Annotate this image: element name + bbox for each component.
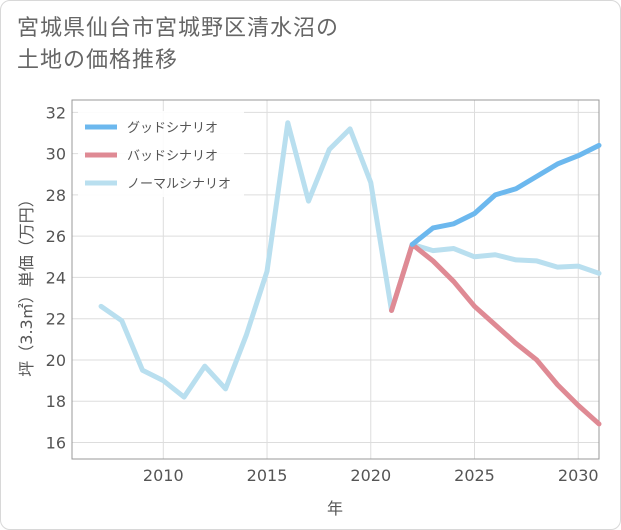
chart-title-line-1: 宮城県仙台市宮城野区清水沼の [17,16,340,41]
x-tick-label: 2020 [350,466,391,485]
x-tick-label: 2015 [247,466,288,485]
chart-title: 宮城県仙台市宮城野区清水沼の 土地の価格推移 [17,13,577,77]
legend-label-bad: バッドシナリオ [127,149,218,164]
y-tick-label: 20 [46,351,66,370]
series-line-bad [389,241,602,427]
legend-label-good: グッドシナリオ [127,121,218,136]
y-tick-label: 30 [46,145,66,164]
y-tick-label: 16 [46,433,66,452]
series-line-normal [98,120,602,400]
y-tick-label: 28 [46,186,66,205]
legend: グッドシナリオ バッドシナリオ ノーマルシナリオ [78,111,244,197]
legend-label-normal: ノーマルシナリオ [127,177,231,192]
x-axis-title: 年 [327,499,343,518]
tick-label-layer: 16 18 20 22 24 26 28 30 32 2010 2015 2020 2025 2030 [46,103,599,485]
plot-area-border [71,99,600,460]
series-line-good [409,142,602,247]
x-tick-label: 2025 [454,466,495,485]
x-tick-label: 2030 [558,466,599,485]
y-tick-label: 22 [46,310,66,329]
grid-layer [72,100,599,459]
y-tick-label: 18 [46,392,66,411]
y-tick-label: 32 [46,103,66,122]
series-layer [98,120,602,427]
y-axis-title: 坪（3.3㎡）単価（万円） [17,191,36,376]
y-tick-label: 26 [46,227,66,246]
y-tick-label: 24 [46,268,66,287]
chart-title-line-2: 土地の価格推移 [17,48,179,73]
x-tick-label: 2010 [143,466,184,485]
